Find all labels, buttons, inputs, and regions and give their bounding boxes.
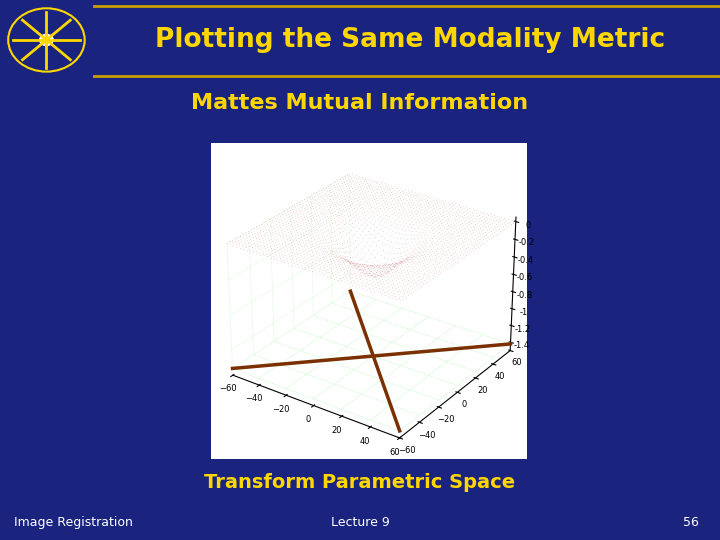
Text: Lecture 9: Lecture 9	[330, 516, 390, 529]
Text: Transform Parametric Space: Transform Parametric Space	[204, 473, 516, 492]
Circle shape	[40, 35, 53, 45]
Text: 56: 56	[683, 516, 698, 529]
Text: Image Registration: Image Registration	[14, 516, 133, 529]
Text: Mattes Mutual Information: Mattes Mutual Information	[192, 93, 528, 113]
Text: Plotting the Same Modality Metric: Plotting the Same Modality Metric	[156, 27, 665, 53]
